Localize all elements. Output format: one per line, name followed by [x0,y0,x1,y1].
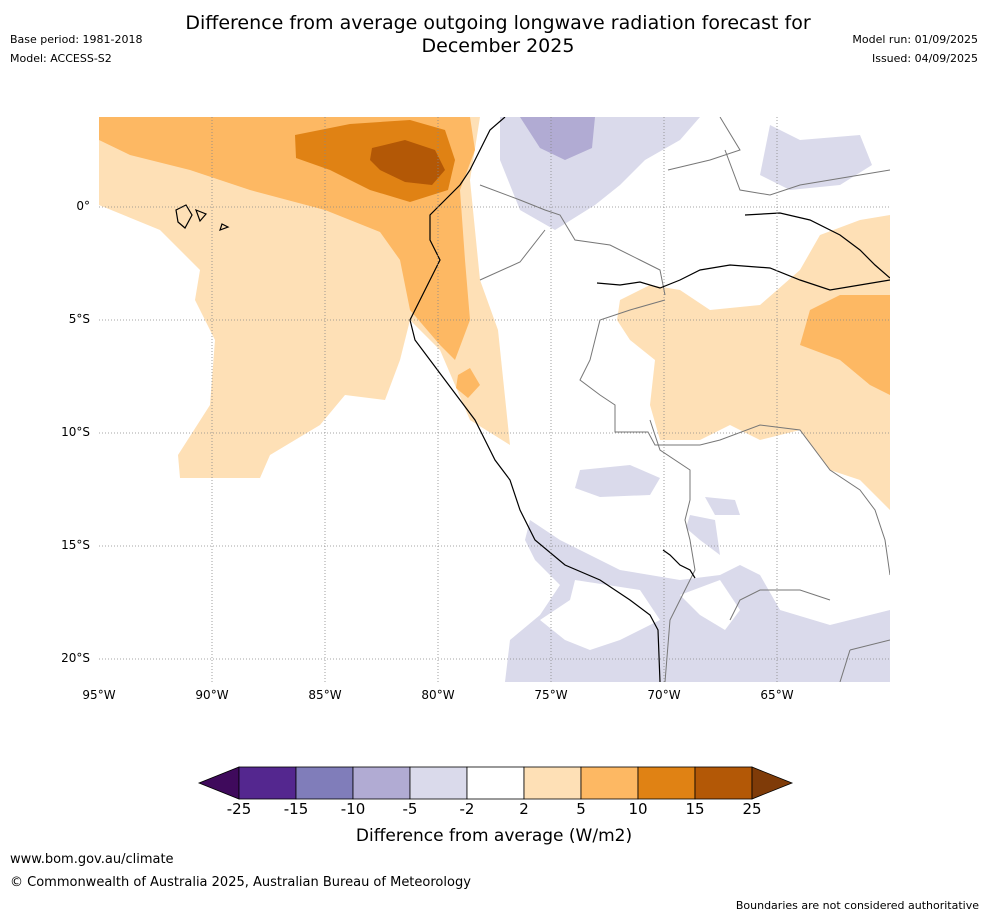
graticule [99,117,890,682]
lat-label-0: 0° [76,199,90,213]
colorbar-swatch [238,766,297,800]
map-area [99,117,890,682]
colorbar-extend-high [751,766,794,800]
lat-label-20s: 20°S [61,651,90,665]
colorbar-swatch [409,766,468,800]
colorbar-swatch [580,766,639,800]
footer-url: www.bom.gov.au/climate [10,852,174,867]
anomaly-region-light-orange-east [617,215,890,510]
model-text: Model: ACCESS-S2 [10,52,112,65]
anomaly-region-orange-small [456,368,480,398]
colorbar-swatch [523,766,582,800]
lon-label-85w: 85°W [308,688,342,702]
anomaly-region-lavender-small [686,515,720,555]
anomaly-region-lavender-small-2 [705,497,740,515]
colorbar-extend-low [197,766,240,800]
colorbar-swatch [295,766,354,800]
colorbar-tick-label: -2 [459,800,475,818]
colorbar-tick-label: -10 [340,800,366,818]
colorbar-swatch [466,766,525,800]
anomaly-region-lavender-center [575,465,660,497]
footer-copyright: © Commonwealth of Australia 2025, Austra… [10,875,471,890]
lat-label-15s: 15°S [61,538,90,552]
colorbar-tick-label: 2 [519,800,529,818]
colorbar [197,766,794,800]
lat-label-10s: 10°S [61,425,90,439]
lat-label-5s: 5°S [68,312,90,326]
colorbar-title: Difference from average (W/m2) [355,826,633,846]
anomaly-region-brown [370,140,445,185]
anomaly-region-lilac-north [520,117,595,160]
lon-label-75w: 75°W [534,688,568,702]
lon-label-95w: 95°W [82,688,116,702]
colorbar-tick-label: 15 [685,800,705,818]
colorbar-tick-label: -5 [402,800,418,818]
colorbar-swatch [637,766,696,800]
colorbar-tick-label: 10 [628,800,648,818]
footer-note: Boundaries are not considered authoritat… [735,899,979,912]
colorbar-tick-label: 25 [742,800,762,818]
lon-label-80w: 80°W [421,688,455,702]
colorbar-tick-label: 5 [576,800,586,818]
anomaly-region-lavender-ne [760,125,872,190]
lon-label-90w: 90°W [195,688,229,702]
issued-text: Issued: 04/09/2025 [871,52,978,65]
map-title: Difference from average outgoing longwav… [185,12,811,57]
lon-label-65w: 65°W [760,688,794,702]
colorbar-tick-label: -25 [226,800,252,818]
country-borders [479,117,890,682]
model-run-text: Model run: 01/09/2025 [852,33,978,46]
lon-label-70w: 70°W [647,688,681,702]
colorbar-swatch [352,766,411,800]
colorbar-swatch [694,766,753,800]
base-period-text: Base period: 1981-2018 [10,33,143,46]
colorbar-tick-label: -15 [283,800,309,818]
coastline [175,117,890,682]
